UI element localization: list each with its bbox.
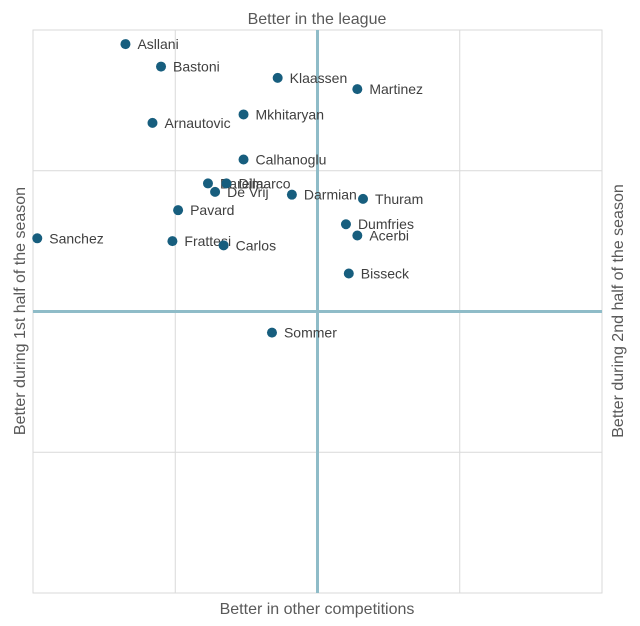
bottom-axis-title: Better in other competitions — [220, 601, 415, 618]
data-point — [173, 205, 184, 216]
data-point-label: Pavard — [190, 202, 234, 218]
data-point-label: Martinez — [369, 81, 423, 97]
data-point — [218, 240, 229, 251]
data-point-label: Bastoni — [173, 59, 220, 75]
right-axis-title: Better during 2nd half of the season — [610, 184, 627, 438]
data-point-label: Thuram — [375, 191, 423, 207]
data-point-label: Dumfries — [358, 216, 414, 232]
data-point-label: Asllani — [137, 36, 178, 52]
data-point-label: Sommer — [284, 325, 337, 341]
data-point — [221, 178, 232, 189]
data-point-label: Acerbi — [369, 227, 409, 243]
data-point-label: Bisseck — [361, 265, 410, 281]
data-point — [352, 84, 363, 95]
data-point-label: Barella — [220, 175, 264, 191]
data-point-label: Dimarco — [238, 175, 290, 191]
data-point-label: De Vrij — [227, 184, 269, 200]
data-point — [202, 178, 213, 189]
data-point-label: Klaassen — [290, 70, 348, 86]
data-point — [340, 219, 351, 230]
data-point — [286, 189, 297, 200]
data-point — [272, 72, 283, 83]
left-axis-title: Better during 1st half of the season — [12, 187, 29, 435]
quadrant-lines — [33, 30, 602, 593]
data-point — [238, 109, 249, 120]
data-point — [358, 193, 369, 204]
data-point — [238, 154, 249, 165]
data-points: Asllani Bastoni Klaassen Martinez Mkhitaryan… — [32, 36, 423, 341]
data-point-label: Mkhitaryan — [256, 106, 324, 122]
data-point-label: Carlos — [236, 237, 276, 253]
data-point-label: Calhanoglu — [256, 151, 327, 167]
data-point — [343, 268, 354, 279]
data-point — [156, 61, 167, 72]
data-point — [167, 236, 178, 247]
data-point — [147, 117, 158, 128]
data-point-label: Darmian — [304, 187, 357, 203]
data-point-label: Arnautovic — [164, 115, 230, 131]
data-point — [120, 39, 131, 50]
top-axis-title: Better in the league — [248, 11, 387, 28]
data-point — [352, 230, 363, 241]
data-point — [32, 233, 43, 244]
data-point — [210, 186, 221, 197]
data-point-label: Sanchez — [49, 230, 103, 246]
data-point — [266, 327, 277, 338]
